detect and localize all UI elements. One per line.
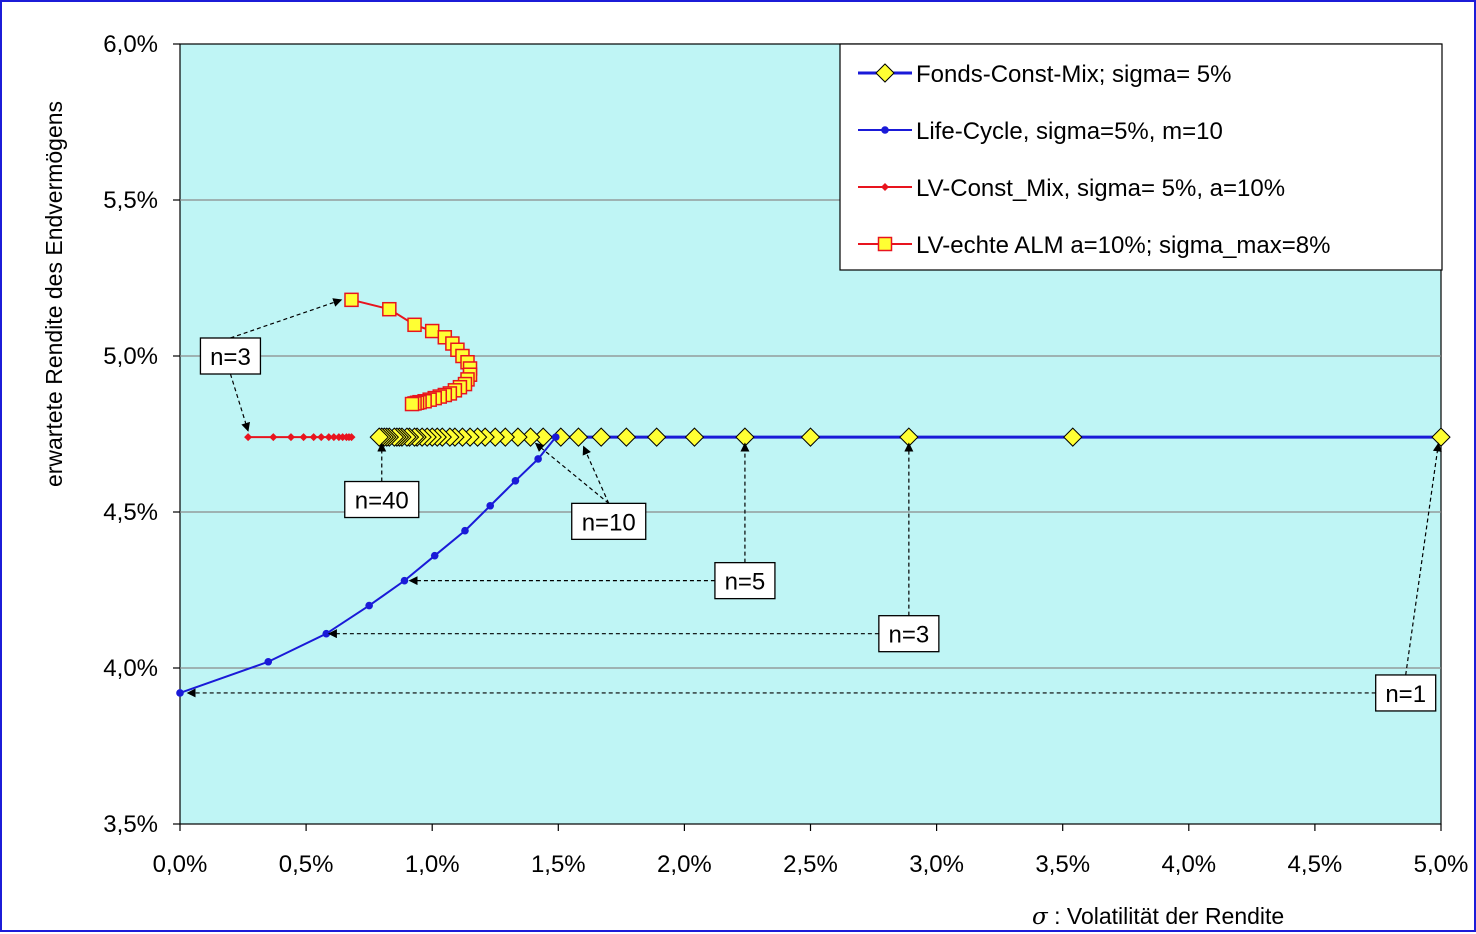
annotation-n=5: n=5 (408, 442, 776, 600)
data-point (244, 433, 253, 442)
x-axis-label: σ : Volatilität der Rendite (1032, 903, 1284, 930)
data-point (1063, 427, 1083, 447)
annotation-n=3: n=3 (199, 298, 343, 432)
x-tick-label: 1,0% (405, 851, 460, 878)
legend: Fonds-Const-Mix; sigma= 5% Life-Cycle, si… (839, 43, 1443, 271)
annotation-arrow (534, 442, 610, 504)
legend-label: Fonds-Const-Mix; sigma= 5% (916, 61, 1231, 88)
data-point (534, 455, 542, 463)
annotation-n=10: n=10 (534, 442, 647, 541)
legend-marker (881, 126, 889, 134)
data-point (347, 433, 356, 442)
x-tick-label: 2,5% (783, 851, 838, 878)
legend-item-0: Fonds-Const-Mix; sigma= 5% (858, 61, 1231, 88)
x-tick-label: 2,0% (657, 851, 712, 878)
data-point (329, 433, 338, 442)
x-tick-label: 1,5% (531, 851, 586, 878)
data-point (286, 433, 295, 442)
data-point (365, 601, 373, 610)
data-point (430, 551, 439, 560)
y-tick-label: 5,5% (103, 187, 158, 214)
y-axis-label: erwartete Rendite des Endvermögens (41, 101, 67, 487)
annotation-box (1375, 674, 1437, 712)
data-point (461, 526, 469, 535)
legend-item-2: LV-Const_Mix, sigma= 5%, a=10% (858, 175, 1285, 202)
data-point (551, 433, 560, 441)
annotation-label: n=3 (888, 622, 929, 649)
annotation-n=1: n=1 (186, 442, 1442, 712)
x-axis-label-text: : Volatilität der Rendite (1048, 903, 1285, 929)
y-tick-label: 6,0% (103, 31, 158, 58)
annotation-label: n=10 (582, 509, 636, 536)
x-tick-label: 5,0% (1414, 851, 1469, 878)
data-point (382, 301, 397, 317)
data-point (591, 427, 611, 447)
annotation-label: n=3 (210, 344, 251, 371)
x-tick-label: 3,5% (1035, 851, 1090, 878)
data-point (344, 292, 359, 308)
x-tick-label: 0,0% (153, 851, 208, 878)
legend-label: Life-Cycle, sigma=5%, m=10 (916, 118, 1223, 145)
data-point (568, 427, 589, 447)
data-point (800, 427, 821, 447)
legend-label: LV-echte ALM a=10%; sigma_max=8% (916, 232, 1330, 259)
annotation-arrow (229, 373, 250, 432)
data-point (616, 427, 637, 447)
annotation-box (199, 337, 262, 375)
data-point (486, 501, 495, 510)
annotation-arrow (1405, 442, 1442, 676)
data-point (646, 427, 667, 447)
legend-marker (877, 236, 893, 252)
series-0 (369, 427, 1451, 447)
series-2 (244, 433, 356, 442)
annotation-n=3: n=3 (327, 442, 940, 653)
legend-item-1: Life-Cycle, sigma=5%, m=10 (858, 118, 1223, 145)
annotation-box (344, 480, 420, 519)
legend-box (839, 43, 1443, 271)
annotation-arrow (230, 298, 343, 339)
data-point (176, 689, 184, 697)
y-tick-label: 4,5% (103, 499, 158, 526)
annotation-arrow (582, 445, 610, 504)
x-tick-label: 3,0% (909, 851, 964, 878)
data-point (317, 433, 326, 442)
legend-label: LV-Const_Mix, sigma= 5%, a=10% (916, 175, 1285, 202)
data-point (404, 396, 420, 412)
series-1 (176, 433, 560, 697)
data-point (269, 433, 278, 442)
x-tick-label: 0,5% (279, 851, 334, 878)
annotation-label: n=1 (1385, 681, 1426, 708)
annotation-label: n=40 (355, 488, 409, 515)
annotation-n=40: n=40 (344, 442, 420, 519)
x-tick-label: 4,0% (1161, 851, 1216, 878)
annotation-label: n=5 (725, 569, 766, 596)
data-point (309, 433, 318, 442)
data-point (264, 657, 273, 666)
x-axis-symbol: σ (1032, 904, 1049, 930)
legend-marker (881, 183, 889, 191)
x-tick-label: 4,5% (1288, 851, 1343, 878)
y-tick-label: 4,0% (103, 655, 158, 682)
annotation-box (878, 615, 940, 653)
data-point (400, 576, 409, 585)
data-point (407, 317, 422, 333)
legend-item-3: LV-echte ALM a=10%; sigma_max=8% (858, 232, 1330, 259)
annotation-box (571, 502, 647, 541)
annotation-box (714, 561, 776, 600)
y-tick-label: 3,5% (103, 811, 158, 838)
legend-marker (875, 63, 895, 83)
data-point (511, 477, 520, 485)
y-tick-label: 5,0% (103, 343, 158, 370)
data-point (324, 433, 333, 442)
data-point (684, 427, 705, 447)
data-point (299, 433, 308, 442)
series-3 (344, 292, 478, 412)
data-point (424, 323, 440, 339)
